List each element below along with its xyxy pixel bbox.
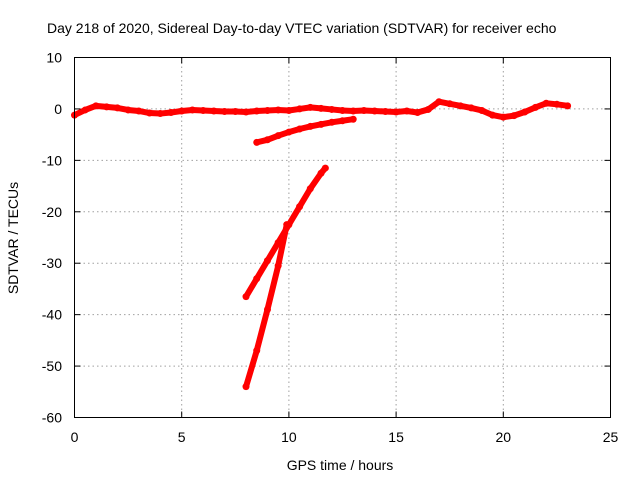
data-point [253, 107, 261, 115]
data-point [283, 221, 291, 229]
data-point [167, 109, 175, 117]
series-4 [242, 221, 291, 391]
y-tick-label: -60 [42, 410, 62, 426]
data-point [103, 103, 111, 111]
data-point [392, 108, 400, 116]
data-point [124, 106, 132, 114]
data-point [221, 108, 229, 115]
data-point [242, 293, 250, 301]
x-axis-label: GPS time / hours [287, 457, 394, 473]
data-point [521, 108, 529, 116]
data-point [92, 102, 100, 110]
data-point [263, 106, 271, 114]
series-2 [253, 115, 357, 146]
data-point [242, 383, 250, 391]
ticks [74, 57, 611, 418]
data-point [285, 128, 293, 136]
data-point [296, 203, 304, 211]
data-point [263, 306, 271, 313]
data-point [188, 106, 196, 114]
data-point [478, 106, 486, 114]
data-point [381, 108, 389, 115]
x-tick-label: 20 [496, 429, 512, 445]
data-point [210, 107, 218, 115]
data-point [306, 103, 314, 111]
x-tick-label: 10 [281, 429, 297, 445]
x-tick-label: 15 [388, 429, 404, 445]
data-point [306, 122, 314, 130]
y-tick-label: -50 [42, 358, 62, 374]
data-point [253, 138, 261, 146]
series-1 [71, 98, 572, 121]
y-tick-labels: -60 -50 -40 -30 -20 -10 0 10 [42, 50, 62, 426]
x-tick-label: 0 [71, 429, 79, 445]
data-point [296, 105, 304, 113]
data-point [499, 113, 507, 121]
data-point [135, 107, 143, 115]
y-tick-label: -40 [42, 307, 62, 323]
data-point [285, 106, 293, 114]
y-tick-label: 0 [54, 101, 62, 117]
chart-title: Day 218 of 2020, Sidereal Day-to-day VTE… [47, 20, 557, 36]
data-point [274, 106, 282, 114]
data-point [553, 100, 561, 108]
x-tick-label: 25 [603, 429, 619, 445]
data-point [446, 100, 454, 108]
data-point [242, 108, 250, 116]
data-point [321, 164, 329, 172]
plot-frame [74, 57, 611, 418]
data-point [81, 106, 89, 114]
data-point [274, 262, 282, 270]
data-point [339, 117, 346, 125]
data-point [199, 106, 207, 114]
data-point [339, 106, 346, 114]
data-point [263, 257, 271, 265]
data-point [403, 107, 411, 115]
data-point [456, 102, 464, 110]
data-point [306, 185, 314, 193]
y-tick-label: 10 [46, 50, 62, 66]
data-point [231, 108, 239, 115]
y-axis-label: SDTVAR / TECUs [5, 182, 21, 294]
series-line [253, 116, 357, 146]
y-tick-label: -10 [42, 152, 62, 168]
data-point [253, 275, 261, 283]
data-point [414, 109, 422, 117]
data-point [360, 106, 368, 114]
data-point [317, 104, 325, 112]
data-point [328, 105, 336, 113]
data-point [349, 115, 357, 123]
data-point [510, 112, 518, 120]
data-point [253, 347, 261, 355]
data-point [435, 98, 443, 106]
data-point [317, 120, 325, 128]
data-point [274, 132, 282, 140]
data-point [467, 104, 475, 112]
data-point [564, 102, 572, 110]
series-line [243, 221, 290, 390]
x-tick-label: 5 [178, 429, 186, 445]
data-point [489, 111, 497, 119]
data-point [371, 107, 379, 115]
data-point [317, 169, 325, 177]
data-point [263, 136, 271, 144]
y-tick-label: -20 [42, 204, 62, 220]
data-series [71, 98, 572, 391]
data-point [296, 125, 304, 133]
data-point [349, 107, 357, 115]
data-point [328, 118, 336, 126]
data-point [146, 109, 154, 117]
x-tick-labels: 0 5 10 15 20 25 [71, 429, 619, 445]
data-point [531, 103, 539, 111]
y-tick-label: -30 [42, 255, 62, 271]
data-point [113, 104, 121, 112]
data-point [542, 99, 550, 107]
data-point [424, 105, 432, 113]
data-point [178, 107, 186, 115]
data-point [156, 110, 164, 118]
